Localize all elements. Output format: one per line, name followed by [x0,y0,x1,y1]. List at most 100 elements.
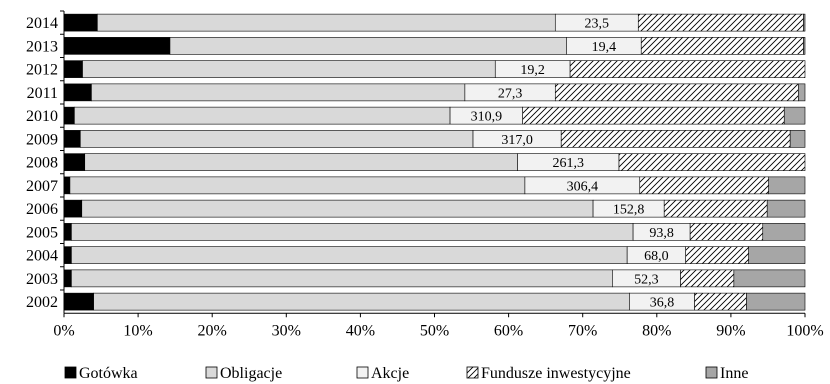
x-tick-label-3: 30% [272,322,301,339]
category-label-2008: 2008 [26,155,58,172]
x-tick-label-5: 50% [420,322,449,339]
x-tick-label-7: 70% [568,322,597,339]
bar-segment-2007-inne [768,176,806,195]
category-label-2006: 2006 [26,201,58,218]
bar-segment-2006-got-wka [63,199,83,218]
bar-segment-2014-obligacje [97,13,556,32]
x-tick-label-1: 10% [123,322,152,339]
category-label-2012: 2012 [26,62,58,79]
category-label-2010: 2010 [26,108,58,125]
bar-segment-2013-obligacje [169,37,567,55]
category-label-2013: 2013 [26,38,58,55]
bar-segment-2008-obligacje [84,153,518,171]
legend-swatch-got-wka [64,366,77,379]
bar-segment-2004-fundusze-inwestycyjne [685,246,749,264]
legend-swatch-akcje [356,366,369,379]
category-label-2011: 2011 [27,85,58,102]
legend: Gotówka Obligacje Akcje Fundusze inwestycyj… [64,365,748,382]
bar-segment-2002-fundusze-inwestycyjne [694,292,747,311]
legend-label-obligacje: Obligacje [220,365,282,382]
bar-segment-2008-fundusze-inwestycyjne [618,153,806,171]
bar-segment-2009-obligacje [80,130,474,148]
x-tick-label-2: 20% [198,322,227,339]
bar-segment-2011-fundusze-inwestycyjne [554,83,799,102]
bar-segment-2003-inne [733,269,806,288]
bar-segment-2008-got-wka [63,153,86,171]
data-label-2007: 306,4 [567,179,599,194]
category-label-2014: 2014 [26,15,58,32]
bar-segment-2003-got-wka [63,269,72,288]
data-label-2003: 52,3 [634,272,659,287]
plot-area: 23,5 2014 19,4 2013 19,2 2012 27,3 2011 310,9 201… [26,10,824,339]
category-label-2002: 2002 [26,294,58,311]
bar-segment-2014-got-wka [63,13,98,32]
bar-segment-2004-inne [748,246,806,264]
data-label-2002: 36,8 [650,296,675,311]
legend-label-akcje: Akcje [371,365,409,382]
category-label-2009: 2009 [26,131,58,148]
category-label-2004: 2004 [26,248,58,265]
x-tick-label-4: 40% [346,322,375,339]
x-tick-label-10: 100% [786,322,823,339]
bar-segment-2014-inne [803,13,806,32]
bar-segment-2005-got-wka [63,223,72,241]
bar-segment-2010-inne [783,106,806,125]
x-tick-label-9: 90% [716,322,745,339]
bar-segment-2002-inne [746,292,806,311]
bar-segment-2006-inne [766,199,806,218]
legend-label-inne: Inne [720,365,748,382]
bar-segment-2007-got-wka [63,176,71,195]
bar-segment-2011-obligacje [91,83,466,102]
bar-segment-2005-fundusze-inwestycyjne [689,223,764,241]
bar-segment-2012-got-wka [63,60,83,78]
legend-label-fundusze-inwestycyjne: Fundusze inwestycyjne [481,365,631,382]
legend-swatch-obligacje [205,366,218,379]
x-tick-label-8: 80% [642,322,671,339]
bar-segment-2012-fundusze-inwestycyjne [569,60,806,78]
data-label-2013: 19,4 [592,40,617,55]
data-label-2008: 261,3 [553,156,585,171]
bar-segment-2014-fundusze-inwestycyjne [637,13,804,32]
category-label-2003: 2003 [26,271,58,288]
category-label-2007: 2007 [26,178,58,195]
data-label-2012: 19,2 [520,63,545,78]
bar-segment-2010-got-wka [63,106,75,125]
bar-segment-2006-fundusze-inwestycyjne [663,199,768,218]
data-label-2009: 317,0 [501,133,533,148]
bar-segment-2004-got-wka [63,246,72,264]
bar-segment-2011-inne [798,83,806,102]
x-tick-label-0: 0% [53,322,74,339]
data-label-2011: 27,3 [498,86,523,101]
bar-segment-2013-fundusze-inwestycyjne [640,37,804,55]
bar-segment-2013-got-wka [63,37,171,55]
bar-segment-2003-obligacje [71,269,613,288]
bar-segment-2013-inne [803,37,806,55]
bar-segment-2003-fundusze-inwestycyjne [680,269,735,288]
bar-segment-2009-inne [789,130,806,148]
bar-segment-2007-obligacje [69,176,526,195]
bar-segment-2007-fundusze-inwestycyjne [639,176,769,195]
bar-segment-2012-obligacje [82,60,496,78]
data-label-2004: 68,0 [644,249,669,264]
bar-segment-2010-obligacje [74,106,451,125]
bar-segment-2005-inne [762,223,806,241]
category-label-2005: 2005 [26,224,58,241]
bar-segment-2004-obligacje [71,246,628,264]
data-label-2010: 310,9 [471,110,503,125]
bar-segment-2009-got-wka [63,130,81,148]
bar-segment-2009-fundusze-inwestycyjne [560,130,791,148]
data-label-2014: 23,5 [585,17,610,32]
x-tick-label-6: 60% [494,322,523,339]
bar-segment-2010-fundusze-inwestycyjne [522,106,785,125]
bar-segment-2005-obligacje [71,223,634,241]
legend-swatch-inne [705,366,718,379]
bar-segment-2006-obligacje [81,199,594,218]
data-label-2005: 93,8 [649,226,674,241]
legend-label-got-wka: Gotówka [79,365,138,382]
bar-segment-2011-got-wka [63,83,92,102]
bar-segment-2002-got-wka [63,292,94,311]
data-label-2006: 152,8 [613,203,645,218]
legend-swatch-fundusze-inwestycyjne [466,366,479,379]
bar-segment-2002-obligacje [93,292,630,311]
